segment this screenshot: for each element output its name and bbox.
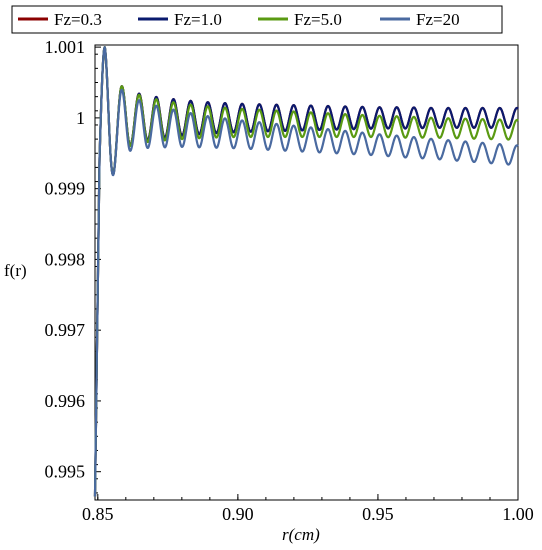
series-layer: [93, 46, 519, 497]
y-tick-label: 1: [76, 108, 85, 128]
legend-label: Fz=1.0: [174, 10, 222, 29]
series-line: [93, 46, 519, 497]
legend: Fz=0.3 Fz=1.0 Fz=5.0 Fz=20: [11, 5, 503, 34]
y-tick-label: 1.001: [45, 37, 86, 57]
legend-label: Fz=0.3: [54, 10, 102, 29]
y-tick-label: 0.997: [45, 320, 86, 340]
legend-label: Fz=5.0: [294, 10, 342, 29]
x-tick-label: 0.85: [82, 504, 114, 524]
x-tick-label: 0.95: [362, 504, 394, 524]
y-tick-label: 0.995: [45, 462, 86, 482]
legend-box: [11, 5, 503, 34]
x-axis-label: r(cm): [282, 525, 320, 544]
y-tick-label: 0.998: [45, 249, 86, 269]
legend-label: Fz=20: [416, 10, 460, 29]
plot-area-frame: [94, 44, 519, 501]
x-tick-label: 0.90: [222, 504, 254, 524]
y-axis: 0.995 0.996 0.997 0.998 0.999 1 1.001: [45, 37, 101, 494]
series-line: [93, 46, 519, 497]
x-tick-label: 1.00: [502, 504, 534, 524]
y-axis-label: f(r): [4, 261, 27, 280]
y-tick-label: 0.999: [45, 179, 86, 199]
y-tick-label: 0.996: [45, 391, 86, 411]
x-axis: 0.85 0.90 0.95 1.00: [82, 494, 534, 524]
